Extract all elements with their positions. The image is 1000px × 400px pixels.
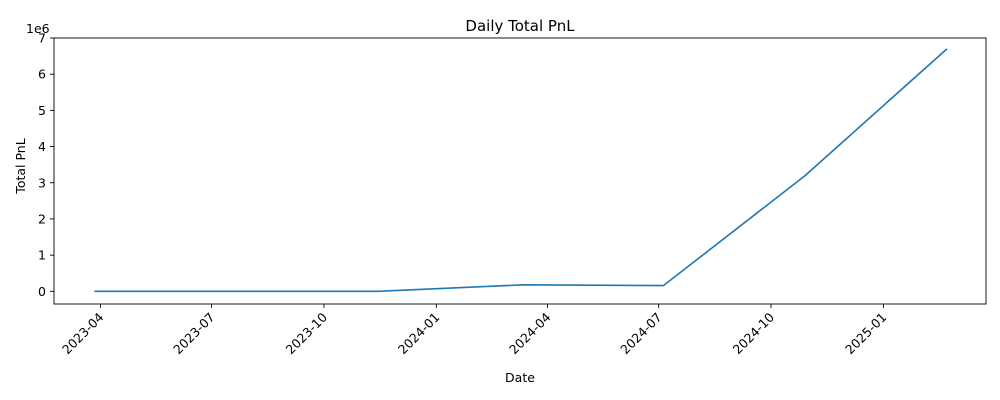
- x-tick-label: 2025-01: [842, 310, 890, 358]
- x-tick-label: 2023-10: [283, 309, 331, 357]
- y-axis-ticks: 0 1 2 3 4 5 6 7: [38, 31, 54, 299]
- series-line: [94, 48, 948, 293]
- x-tick-label: 2024-04: [506, 309, 554, 357]
- y-axis-label: Total PnL: [13, 138, 28, 194]
- chart-title: Daily Total PnL: [465, 17, 575, 35]
- y-tick-label: 2: [38, 211, 46, 226]
- y-tick-label: 4: [38, 139, 46, 154]
- x-tick-label: 2024-01: [395, 310, 443, 358]
- plot-frame: [53, 37, 987, 305]
- x-axis-ticks: 2023-04 2023-07 2023-10 2024-01 2024-04 2024-…: [59, 304, 890, 357]
- y-tick-label: 0: [38, 284, 46, 299]
- y-tick-label: 3: [38, 175, 46, 190]
- x-tick-label: 2024-10: [730, 309, 778, 357]
- y-multiplier-label: 1e6: [26, 21, 50, 36]
- y-tick-label: 6: [38, 67, 46, 82]
- x-tick-label: 2024-07: [617, 310, 665, 358]
- y-tick-label: 5: [38, 103, 46, 118]
- x-axis-label: Date: [505, 370, 535, 385]
- y-tick-label: 7: [38, 31, 46, 46]
- x-tick-label: 2023-04: [59, 309, 107, 357]
- x-tick-label: 2023-07: [170, 310, 218, 358]
- y-tick-label: 1: [38, 248, 46, 263]
